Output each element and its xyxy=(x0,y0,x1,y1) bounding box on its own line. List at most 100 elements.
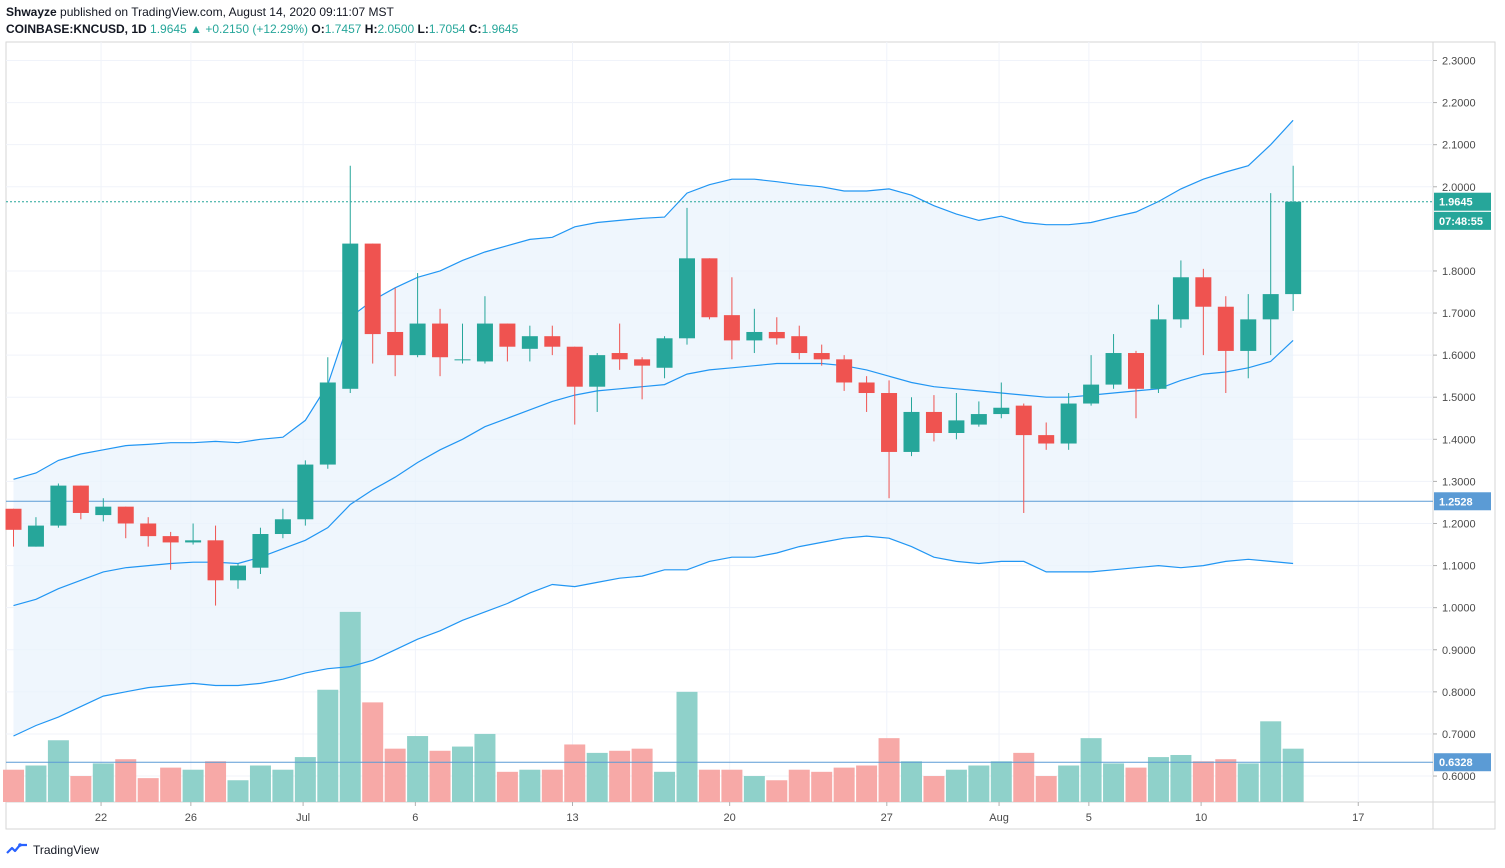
candle-body xyxy=(903,411,920,452)
volume-bar xyxy=(923,776,945,802)
volume-bar xyxy=(564,744,586,802)
y-tick-label: 1.6000 xyxy=(1442,350,1476,362)
y-tick-label: 2.3000 xyxy=(1442,56,1476,68)
volume-bar xyxy=(496,771,518,802)
volume-bar xyxy=(631,748,653,802)
candle-body xyxy=(409,323,426,356)
y-tick-label: 1.7000 xyxy=(1442,308,1476,320)
x-tick-label: 26 xyxy=(185,812,197,824)
volume-bar xyxy=(1013,752,1035,802)
x-tick-label: 27 xyxy=(881,812,893,824)
candle-body xyxy=(679,258,695,339)
candle-body xyxy=(5,508,22,530)
candle-body xyxy=(140,523,157,537)
candle-body xyxy=(634,359,651,366)
candle-body xyxy=(993,407,1010,415)
volume-bar xyxy=(47,740,69,802)
price-axis-label: 1.2528 xyxy=(1439,496,1473,508)
x-tick-label: Jul xyxy=(296,812,310,824)
candle-body xyxy=(432,323,449,358)
volume-bar xyxy=(1192,761,1214,802)
y-tick-label: 0.6000 xyxy=(1442,771,1476,783)
high-value: 2.0500 xyxy=(377,22,415,36)
candle-body xyxy=(1150,319,1167,389)
volume-bar xyxy=(654,771,676,802)
volume-bar xyxy=(317,689,339,802)
volume-bar xyxy=(901,761,922,802)
low-value: 1.7054 xyxy=(428,22,466,36)
candle-body xyxy=(476,323,493,362)
candle-body xyxy=(813,353,830,360)
volume-bar xyxy=(362,702,384,802)
y-tick-label: 0.8000 xyxy=(1442,687,1476,699)
price-axis-label-bg xyxy=(1434,753,1491,772)
candle-body xyxy=(611,353,628,360)
volume-bar xyxy=(227,780,249,802)
price-axis-label-bg xyxy=(1434,192,1491,211)
candle-body xyxy=(1285,201,1302,295)
volume-bar xyxy=(1237,763,1259,802)
tradingview-logo-icon xyxy=(6,843,27,854)
volume-bar xyxy=(25,765,47,802)
volume-bar xyxy=(1260,721,1282,802)
bollinger-upper-line xyxy=(13,119,1294,480)
candle-body xyxy=(207,540,224,581)
candle-body xyxy=(1038,435,1055,444)
author-name[interactable]: Shwayze xyxy=(6,5,57,19)
bollinger-band-fill xyxy=(13,120,1294,737)
candle-body xyxy=(95,506,112,516)
volume-bar xyxy=(586,752,608,802)
candle-body xyxy=(1240,319,1257,351)
tradingview-brand[interactable]: TradingView xyxy=(6,842,99,858)
candle-body xyxy=(1083,384,1100,404)
chart-frame xyxy=(5,41,1496,830)
x-tick-label: 13 xyxy=(566,812,578,824)
publish-info: Shwayze published on TradingView.com, Au… xyxy=(6,5,394,19)
volume-bar xyxy=(609,750,631,802)
y-tick-label: 2.1000 xyxy=(1442,140,1476,152)
volume-bar xyxy=(452,746,473,802)
volume-bar xyxy=(115,759,137,802)
candle-body xyxy=(1015,405,1032,436)
volume-bar xyxy=(1215,759,1237,802)
candle-body xyxy=(1262,294,1279,320)
volume-bar xyxy=(721,769,743,802)
volume-bar xyxy=(698,769,720,802)
candle-body xyxy=(117,506,134,524)
candle-body xyxy=(364,243,381,335)
volume-bar xyxy=(474,733,496,802)
volume-bar xyxy=(384,748,406,802)
low-label: L: xyxy=(417,22,429,36)
y-tick-label: 1.1000 xyxy=(1442,561,1476,573)
volume-bar xyxy=(856,765,878,802)
high-label: H: xyxy=(364,22,378,36)
price-axis-label: 1.9645 xyxy=(1439,197,1473,209)
candle-body xyxy=(274,519,291,535)
volume-bar xyxy=(1147,757,1169,802)
symbol-name[interactable]: COINBASE:KNCUSD, 1D xyxy=(6,22,147,36)
volume-bar xyxy=(945,769,967,802)
bollinger-lower-line xyxy=(13,535,1294,737)
candle-body xyxy=(230,565,246,581)
candle-body xyxy=(566,346,583,387)
volume-bar xyxy=(1035,776,1057,802)
volume-bar xyxy=(1058,765,1080,802)
candle-body xyxy=(544,336,561,347)
last-price: 1.9645 xyxy=(150,22,187,36)
volume-bar xyxy=(833,767,855,802)
candle-body xyxy=(791,336,808,354)
candle-body xyxy=(387,331,404,356)
candle-body xyxy=(454,359,471,361)
candle-body xyxy=(72,485,89,513)
candle-body xyxy=(858,382,875,394)
y-tick-label: 1.8000 xyxy=(1442,266,1476,278)
volume-bar xyxy=(92,763,114,802)
volume-bar xyxy=(788,769,810,802)
candle-body xyxy=(1128,353,1144,389)
published-text: published on TradingView.com, August 14,… xyxy=(60,5,394,19)
candle-body xyxy=(342,243,359,389)
close-value: 1.9645 xyxy=(481,22,519,36)
candle-body xyxy=(1105,353,1122,385)
price-axis-label-bg xyxy=(1434,211,1491,230)
